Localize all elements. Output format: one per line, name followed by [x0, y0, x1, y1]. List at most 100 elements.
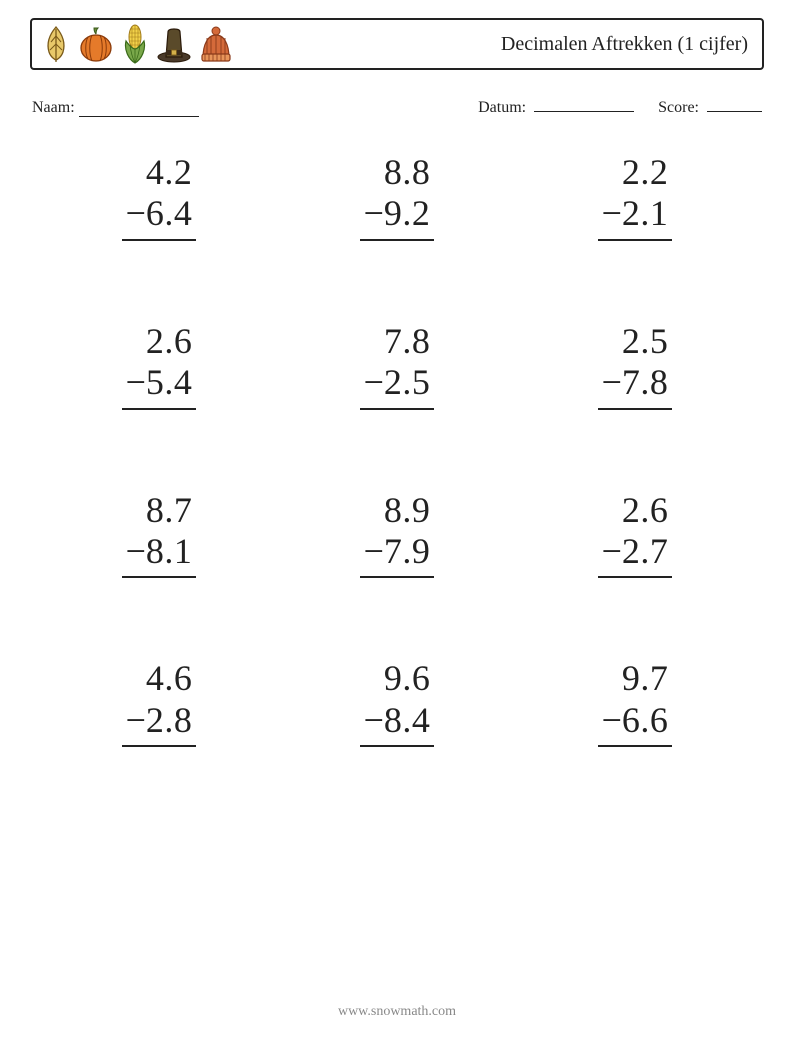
minus-sign: −	[126, 700, 146, 740]
answer-rule	[122, 408, 197, 410]
subtrahend: −8.4	[360, 700, 435, 741]
subtrahend: −6.4	[122, 193, 197, 234]
problem-stack: 7.8−2.5	[360, 321, 435, 410]
subtrahend: −7.8	[598, 362, 673, 403]
subtrahend: −2.8	[122, 700, 197, 741]
answer-rule	[122, 576, 197, 578]
minus-sign: −	[602, 193, 622, 233]
score-underline[interactable]	[707, 96, 762, 112]
problem-stack: 8.8−9.2	[360, 152, 435, 241]
subtrahend-value: 2.5	[384, 362, 431, 402]
minus-sign: −	[126, 193, 146, 233]
answer-rule	[122, 239, 197, 241]
date-label: Datum:	[478, 99, 526, 116]
problem: 8.7−8.1	[40, 490, 278, 579]
problem: 2.2−2.1	[516, 152, 754, 241]
problem: 8.8−9.2	[278, 152, 516, 241]
minus-sign: −	[602, 362, 622, 402]
subtrahend-value: 2.1	[622, 193, 669, 233]
subtrahend: −2.7	[598, 531, 673, 572]
subtrahend-value: 2.7	[622, 531, 669, 571]
minuend: 2.2	[598, 152, 673, 193]
footer-url: www.snowmath.com	[0, 1004, 794, 1020]
subtrahend-value: 9.2	[384, 193, 431, 233]
problem-stack: 9.6−8.4	[360, 658, 435, 747]
problem: 2.6−2.7	[516, 490, 754, 579]
beanie-hat-icon	[198, 24, 234, 64]
info-fields-row: Naam: Datum: Score:	[30, 96, 764, 117]
problem: 9.7−6.6	[516, 658, 754, 747]
problem: 7.8−2.5	[278, 321, 516, 410]
answer-rule	[360, 576, 435, 578]
header-box: Decimalen Aftrekken (1 cijfer)	[30, 18, 764, 70]
subtrahend-value: 8.4	[384, 700, 431, 740]
minuend: 2.6	[122, 321, 197, 362]
subtrahend: −2.1	[598, 193, 673, 234]
score-field: Score:	[658, 96, 762, 117]
minuend: 2.5	[598, 321, 673, 362]
problem: 4.2−6.4	[40, 152, 278, 241]
minuend: 2.6	[598, 490, 673, 531]
problem-stack: 2.5−7.8	[598, 321, 673, 410]
date-underline[interactable]	[534, 96, 634, 112]
minus-sign: −	[126, 531, 146, 571]
minus-sign: −	[364, 700, 384, 740]
problem-stack: 8.9−7.9	[360, 490, 435, 579]
worksheet-title: Decimalen Aftrekken (1 cijfer)	[501, 33, 748, 56]
subtrahend: −9.2	[360, 193, 435, 234]
subtrahend: −8.1	[122, 531, 197, 572]
minuend: 8.9	[360, 490, 435, 531]
answer-rule	[598, 408, 673, 410]
minus-sign: −	[364, 531, 384, 571]
problem-stack: 4.2−6.4	[122, 152, 197, 241]
date-field: Datum:	[478, 96, 634, 117]
answer-rule	[122, 745, 197, 747]
minus-sign: −	[126, 362, 146, 402]
problem-stack: 2.2−2.1	[598, 152, 673, 241]
score-label: Score:	[658, 99, 699, 116]
subtrahend: −2.5	[360, 362, 435, 403]
minuend: 8.7	[122, 490, 197, 531]
corn-icon	[120, 23, 150, 65]
subtrahend-value: 6.4	[146, 193, 193, 233]
problem: 9.6−8.4	[278, 658, 516, 747]
minuend: 9.6	[360, 658, 435, 699]
subtrahend-value: 7.8	[622, 362, 669, 402]
subtrahend: −5.4	[122, 362, 197, 403]
subtrahend-value: 7.9	[384, 531, 431, 571]
problem: 4.6−2.8	[40, 658, 278, 747]
answer-rule	[360, 745, 435, 747]
problems-grid: 4.2−6.48.8−9.22.2−2.12.6−5.47.8−2.52.5−7…	[30, 152, 764, 747]
subtrahend-value: 5.4	[146, 362, 193, 402]
minuend: 9.7	[598, 658, 673, 699]
name-underline[interactable]	[79, 101, 199, 117]
problem-stack: 4.6−2.8	[122, 658, 197, 747]
name-label: Naam:	[32, 99, 75, 117]
problem-stack: 2.6−2.7	[598, 490, 673, 579]
minuend: 4.2	[122, 152, 197, 193]
subtrahend-value: 2.8	[146, 700, 193, 740]
answer-rule	[598, 239, 673, 241]
problem: 8.9−7.9	[278, 490, 516, 579]
minus-sign: −	[364, 193, 384, 233]
minus-sign: −	[602, 700, 622, 740]
subtrahend-value: 8.1	[146, 531, 193, 571]
header-icons	[40, 23, 234, 65]
leaf-icon	[40, 24, 72, 64]
pilgrim-hat-icon	[156, 24, 192, 64]
minus-sign: −	[364, 362, 384, 402]
subtrahend-value: 6.6	[622, 700, 669, 740]
problem-stack: 8.7−8.1	[122, 490, 197, 579]
problem: 2.6−5.4	[40, 321, 278, 410]
pumpkin-icon	[78, 24, 114, 64]
answer-rule	[360, 408, 435, 410]
minuend: 4.6	[122, 658, 197, 699]
minus-sign: −	[602, 531, 622, 571]
subtrahend: −7.9	[360, 531, 435, 572]
worksheet-page: Decimalen Aftrekken (1 cijfer) Naam: Dat…	[0, 0, 794, 1053]
problem-stack: 2.6−5.4	[122, 321, 197, 410]
problem-stack: 9.7−6.6	[598, 658, 673, 747]
name-field: Naam:	[32, 99, 199, 117]
answer-rule	[598, 576, 673, 578]
answer-rule	[360, 239, 435, 241]
